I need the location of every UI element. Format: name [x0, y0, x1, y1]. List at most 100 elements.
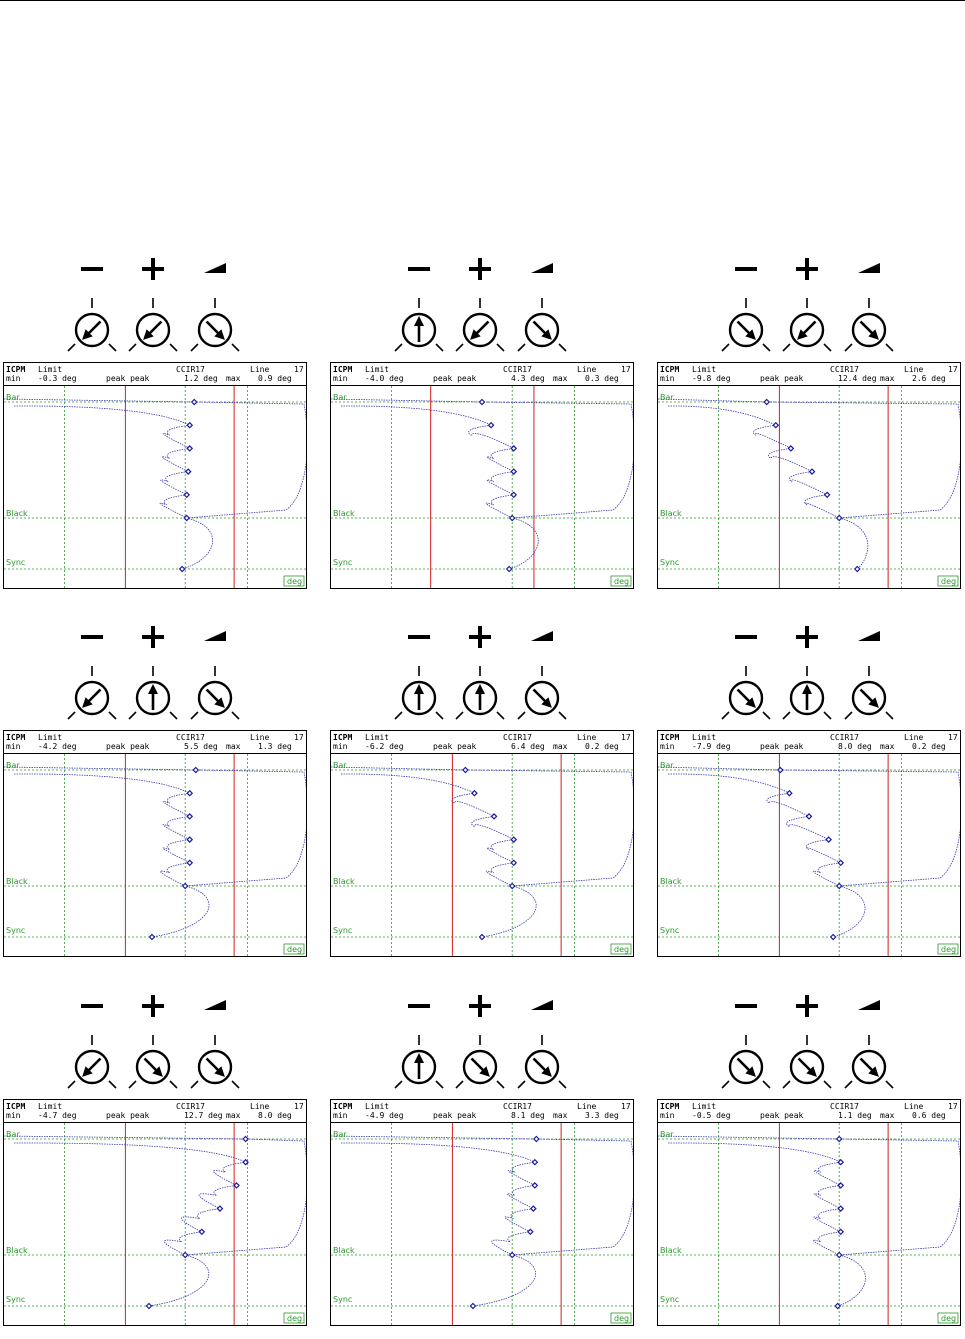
line-number: 17 [948, 733, 958, 742]
icpm-display: ICPM Limit CCIR17 Line 17 min -6.2 deg peak pea… [330, 730, 634, 957]
ramp-icon [858, 631, 880, 641]
ramp-icon [204, 263, 226, 273]
min-label: min [6, 742, 21, 751]
knob-down-left-icon [67, 298, 117, 352]
plus-icon [142, 995, 164, 1017]
min-label: min [6, 374, 21, 383]
data-marker [183, 491, 191, 499]
unit-label: deg [941, 577, 956, 586]
limit-min-value: -6.2 deg [365, 742, 404, 751]
data-marker [478, 398, 486, 406]
knob-down-right-icon [190, 1035, 240, 1089]
standard-label: CCIR17 [176, 733, 205, 742]
display-header: ICPM Limit CCIR17 Line 17 min -4.9 deg peak pea… [331, 1100, 633, 1123]
unit-badge [610, 575, 632, 587]
line-number: 17 [294, 1102, 304, 1111]
icpm-plot: Bar Black Sync deg [331, 754, 633, 956]
data-marker [505, 565, 513, 573]
data-marker [531, 1182, 539, 1189]
ramp-icon [531, 1000, 553, 1010]
minus-icon [735, 635, 757, 639]
unit-badge [283, 1312, 305, 1324]
black-label: Black [6, 1246, 28, 1255]
limit-min-value: -4.9 deg [365, 1111, 404, 1120]
minus-icon [408, 1004, 430, 1008]
peak-peak-label: peak peak [106, 1111, 150, 1120]
sync-label: Sync [6, 558, 25, 567]
display-header: ICPM Limit CCIR17 Line 17 min -4.0 deg peak pea… [331, 363, 633, 386]
data-marker [835, 514, 843, 522]
limit-label: Limit [692, 1102, 717, 1111]
knob-down-right-icon [517, 1035, 567, 1089]
max-label: max [880, 1111, 895, 1120]
phase-trace [13, 405, 214, 570]
data-marker [837, 1228, 845, 1236]
min-label: min [660, 742, 675, 751]
knob-up-icon [394, 298, 444, 352]
measurement-panel: ICPM Limit CCIR17 Line 17 min -4.2 deg peak pea… [3, 624, 311, 970]
phase-trace [13, 773, 210, 938]
limit-label: Limit [38, 365, 63, 374]
limit-min-value: -7.9 deg [692, 742, 731, 751]
data-marker [805, 813, 813, 820]
plus-icon [796, 626, 818, 648]
icpm-title: ICPM [6, 365, 26, 374]
peak-peak-value: 5.5 deg [184, 742, 218, 751]
unit-badge [937, 575, 959, 587]
data-marker [508, 1251, 516, 1259]
peak-peak-value: 4.3 deg [511, 374, 545, 383]
data-marker [190, 398, 198, 406]
limit-label: Limit [365, 365, 390, 374]
data-marker [471, 789, 478, 797]
display-header: ICPM Limit CCIR17 Line 17 min -4.2 deg peak pea… [4, 731, 306, 754]
black-label: Black [660, 509, 682, 518]
data-marker [478, 933, 486, 941]
ramp-icon [531, 631, 553, 641]
data-marker [181, 1251, 189, 1259]
plus-icon [142, 626, 164, 648]
unit-label: deg [614, 577, 629, 586]
data-marker [184, 468, 192, 475]
data-marker [183, 514, 191, 522]
max-value: 0.3 deg [585, 374, 619, 383]
phase-trace [667, 1142, 866, 1307]
black-label: Black [333, 877, 355, 886]
line-label: Line [577, 1102, 597, 1111]
data-marker [148, 933, 156, 941]
unit-badge [610, 943, 632, 955]
limit-label: Limit [692, 733, 717, 742]
max-value: 0.2 deg [585, 742, 619, 751]
max-label: max [880, 374, 895, 383]
unit-badge [283, 943, 305, 955]
knob-down-right-icon [721, 666, 771, 720]
data-marker [835, 882, 843, 890]
knob-down-right-icon [455, 1035, 505, 1089]
sync-label: Sync [333, 926, 352, 935]
data-marker [186, 813, 194, 820]
minus-icon [81, 635, 103, 639]
plus-icon [469, 995, 491, 1017]
display-header: ICPM Limit CCIR17 Line 17 min -4.7 deg peak pea… [4, 1100, 306, 1123]
minus-icon [408, 267, 430, 271]
knob-settings [3, 256, 311, 356]
bar-label: Bar [660, 393, 674, 402]
max-label: max [226, 1111, 241, 1120]
icpm-plot: Bar Black Sync deg [4, 754, 306, 956]
measurement-panel: ICPM Limit CCIR17 Line 17 min -4.7 deg peak pea… [3, 993, 311, 1339]
data-marker [837, 859, 845, 867]
ramp-icon [858, 1000, 880, 1010]
top-rule [0, 0, 965, 1]
limit-min-value: -4.2 deg [38, 742, 77, 751]
bar-label: Bar [333, 761, 347, 770]
knob-up-icon [455, 666, 505, 720]
knob-down-left-icon [455, 298, 505, 352]
sync-label: Sync [660, 558, 679, 567]
knob-settings [330, 624, 638, 724]
icpm-title: ICPM [6, 1102, 26, 1111]
data-marker [786, 789, 793, 797]
unit-label: deg [287, 577, 302, 586]
data-marker [787, 445, 795, 452]
data-marker [776, 766, 784, 774]
peak-peak-label: peak peak [106, 374, 150, 383]
black-label: Black [660, 1246, 682, 1255]
